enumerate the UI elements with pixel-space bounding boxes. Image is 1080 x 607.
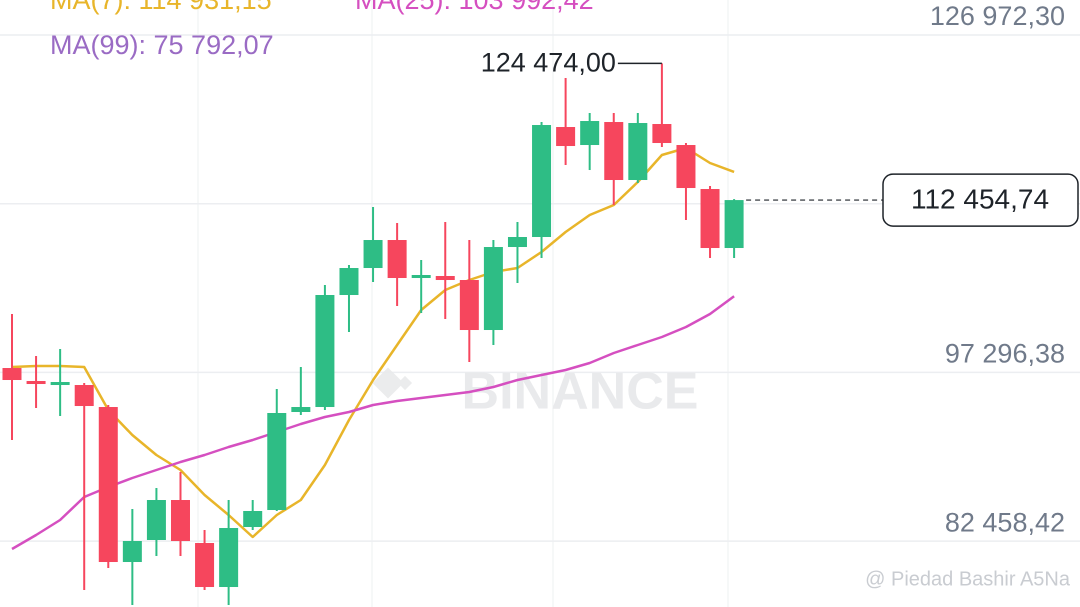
candle-body: [435, 276, 455, 281]
logo-diamond: [397, 375, 413, 391]
candle-body: [387, 240, 407, 279]
watermark: BINANCE: [462, 363, 699, 421]
candle-body: [507, 237, 527, 248]
vertical-grid: [197, 0, 729, 607]
candle-body: [652, 124, 672, 144]
candle-body: [195, 543, 215, 588]
y-tick-label: 126 972,30: [930, 1, 1065, 31]
candle-body: [532, 125, 552, 238]
y-tick-label: 97 296,38: [945, 339, 1065, 369]
watermark-logo: [372, 367, 413, 399]
candle-body: [628, 123, 648, 181]
candle-body: [291, 407, 311, 413]
candle-body: [724, 200, 744, 249]
legend-entry: MA(25): 103 992,42: [355, 0, 594, 15]
legend-entry: MA(7): 114 931,15: [50, 0, 272, 15]
high-label: 124 474,00: [481, 48, 616, 78]
candle-body: [676, 145, 696, 189]
y-tick-label: 82 458,42: [945, 507, 1065, 537]
candle-body: [26, 381, 46, 385]
candle-body: [219, 528, 239, 588]
candle-body: [98, 407, 118, 563]
candle-body: [267, 413, 287, 511]
candle-body: [411, 275, 431, 279]
candles: [2, 63, 744, 606]
logo-diamond: [372, 367, 404, 399]
candle-body: [122, 541, 142, 563]
candle-body: [556, 127, 576, 147]
candle-body: [339, 268, 359, 296]
legend-entry: MA(99): 75 792,07: [50, 30, 274, 60]
last-price-box: [882, 173, 1079, 227]
candle-body: [700, 189, 720, 249]
candle-body: [74, 385, 94, 407]
legend: MA(7): 114 931,15 MA(25): 103 992,42 MA(99…: [50, 0, 594, 60]
candle-body: [580, 121, 600, 146]
candle-body: [2, 368, 22, 381]
candle-body: [170, 500, 190, 542]
candle-body: [243, 511, 263, 528]
candle-body: [459, 280, 479, 331]
candle-body: [315, 295, 335, 408]
last-price-label: 112 454,74: [911, 183, 1049, 214]
annotations: 124 474,00 112 454,74: [481, 48, 1079, 227]
candle-body: [604, 122, 624, 181]
candle-body: [50, 382, 70, 386]
ma-line: [11, 295, 735, 551]
credit: @ Piedad Bashir A5Na: [865, 568, 1071, 590]
candle-body: [363, 240, 383, 269]
candle-body: [146, 500, 166, 541]
candle-body: [483, 247, 503, 331]
